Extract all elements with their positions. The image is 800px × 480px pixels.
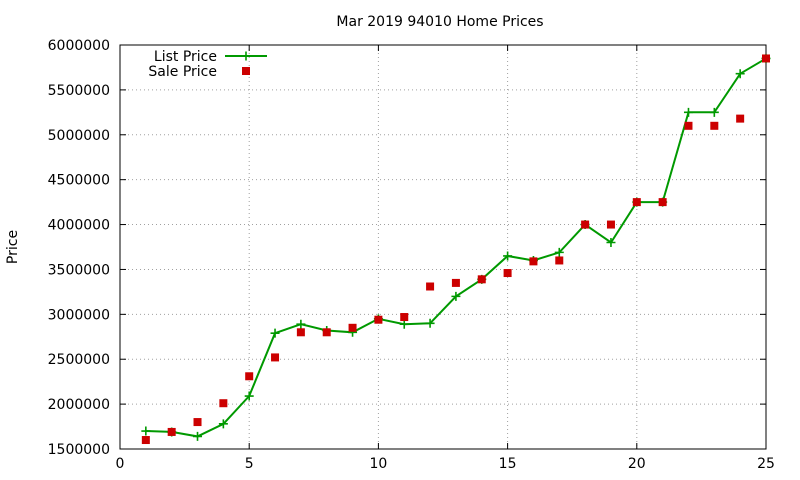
list-price-point <box>193 431 203 441</box>
y-tick-label: 4000000 <box>48 218 110 234</box>
x-tick-label: 15 <box>499 456 517 472</box>
list-price-point <box>296 319 306 329</box>
chart-title: Mar 2019 94010 Home Prices <box>336 14 543 30</box>
sale-price-point <box>684 121 693 130</box>
list-price-point <box>218 419 228 429</box>
legend-label: List Price <box>154 49 217 65</box>
sale-price-point <box>529 257 538 266</box>
list-price-point <box>709 107 719 117</box>
y-tick-label: 6000000 <box>48 38 110 54</box>
sale-price-point <box>400 313 409 322</box>
sale-price-point <box>632 198 641 207</box>
y-tick-label: 2500000 <box>48 352 110 368</box>
sale-price-point <box>710 121 719 130</box>
sale-price-point <box>271 353 280 362</box>
legend-square-swatch <box>242 67 250 75</box>
axis-ticks: 0 5 10 15 20 25 1500000 2000000 2500000 3000000 35… <box>48 38 775 472</box>
series-sale-price <box>141 54 770 445</box>
sale-price-point <box>451 278 460 287</box>
plot-frame <box>119 44 767 450</box>
series-list-price <box>141 53 771 441</box>
sale-price-point <box>167 427 176 436</box>
sale-price-point <box>426 282 435 291</box>
y-tick-label: 4500000 <box>48 173 110 189</box>
y-tick-label: 5500000 <box>48 83 110 99</box>
sale-price-point <box>141 436 150 445</box>
list-price-point <box>451 291 461 301</box>
sale-price-point <box>477 275 486 284</box>
sale-price-point <box>658 198 667 207</box>
y-tick-label: 2000000 <box>48 397 110 413</box>
sale-price-point <box>193 418 202 427</box>
list-price-point <box>683 107 693 117</box>
x-tick-label: 5 <box>245 456 254 472</box>
list-price-point <box>425 318 435 328</box>
series-group <box>141 53 771 445</box>
legend-label: Sale Price <box>148 64 217 80</box>
x-tick-label: 10 <box>369 456 387 472</box>
y-axis-label: Price <box>5 230 21 264</box>
list-price-point <box>244 391 254 401</box>
list-price-point <box>735 69 745 79</box>
grid <box>120 45 766 449</box>
sale-price-point <box>581 220 590 229</box>
sale-price-point <box>322 328 331 337</box>
y-tick-label: 3500000 <box>48 262 110 278</box>
x-tick-label: 25 <box>757 456 775 472</box>
sale-price-point <box>503 269 512 278</box>
y-tick-label: 1500000 <box>48 442 110 458</box>
sale-price-point <box>606 220 615 229</box>
list-price-line <box>145 57 767 438</box>
sale-price-point <box>219 399 228 408</box>
list-price-point <box>554 247 564 257</box>
sale-price-point <box>374 315 383 324</box>
list-price-point <box>270 328 280 338</box>
sale-price-point <box>348 323 357 332</box>
y-tick-label: 5000000 <box>48 128 110 144</box>
sale-price-point <box>762 54 770 63</box>
list-price-point <box>606 238 616 248</box>
list-price-point <box>399 319 409 329</box>
sale-price-point <box>736 114 745 123</box>
x-tick-label: 0 <box>116 456 125 472</box>
legend-plus-marker <box>241 51 251 61</box>
sale-price-point <box>296 328 305 337</box>
list-price-point <box>141 426 151 436</box>
sale-price-point <box>245 372 254 381</box>
x-tick-label: 20 <box>628 456 646 472</box>
list-price-point <box>503 251 513 261</box>
sale-price-point <box>555 256 564 265</box>
y-tick-label: 3000000 <box>48 307 110 323</box>
